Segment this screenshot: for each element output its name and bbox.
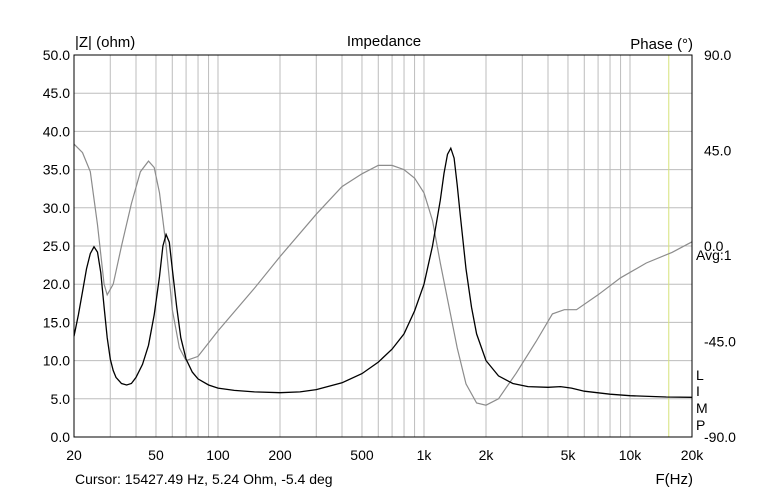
flag-p: P <box>696 417 705 433</box>
right-tick-label: -90.0 <box>704 429 736 445</box>
x-tick-label: 50 <box>148 447 164 463</box>
x-axis-label: F(Hz) <box>656 471 694 488</box>
flag-i: I <box>696 383 700 399</box>
left-tick-label: 30.0 <box>43 200 70 216</box>
x-tick-label: 5k <box>561 447 577 463</box>
cursor-readout: Cursor: 15427.49 Hz, 5.24 Ohm, -5.4 deg <box>75 471 333 487</box>
left-axis-ticks: 0.0 5.0 10.0 15.0 20.0 25.0 30.0 35.0 40.0 45.0 50… <box>43 47 70 445</box>
left-tick-label: 35.0 <box>43 162 70 178</box>
plot-frame <box>73 54 693 438</box>
right-axis-ticks: 90.0 45.0 0.0 -45.0 -90.0 <box>704 47 736 445</box>
left-tick-label: 40.0 <box>43 123 70 139</box>
left-tick-label: 0.0 <box>51 429 71 445</box>
impedance-series-line <box>73 146 693 398</box>
flag-l: L <box>696 367 704 383</box>
x-tick-label: 10k <box>619 447 643 463</box>
x-tick-label: 100 <box>206 447 230 463</box>
flag-m: M <box>696 400 708 416</box>
right-tick-label: 0.0 <box>704 238 724 254</box>
right-tick-label: -45.0 <box>704 334 736 350</box>
x-axis-ticks: 20 50 100 200 500 1k 2k 5k 10k 20k <box>66 447 704 463</box>
left-tick-label: 20.0 <box>43 276 70 292</box>
avg-label: Avg:1 <box>696 247 732 263</box>
phase-series-line <box>73 143 693 406</box>
left-tick-label: 10.0 <box>43 353 70 369</box>
x-tick-label: 500 <box>350 447 374 463</box>
x-tick-label: 20 <box>66 447 82 463</box>
x-tick-label: 20k <box>681 447 705 463</box>
x-tick-label: 2k <box>479 447 495 463</box>
left-tick-label: 5.0 <box>51 391 71 407</box>
left-tick-label: 25.0 <box>43 238 70 254</box>
left-tick-label: 50.0 <box>43 47 70 63</box>
left-tick-label: 15.0 <box>43 314 70 330</box>
left-tick-label: 45.0 <box>43 85 70 101</box>
x-tick-label: 200 <box>268 447 292 463</box>
right-axis-label: Phase (°) <box>630 36 693 53</box>
chart-title: Impedance <box>347 33 421 50</box>
grid <box>74 55 692 437</box>
right-tick-label: 90.0 <box>704 47 731 63</box>
x-tick-label: 1k <box>417 447 433 463</box>
right-tick-label: 45.0 <box>704 143 731 159</box>
left-axis-label: |Z| (ohm) <box>75 34 135 51</box>
